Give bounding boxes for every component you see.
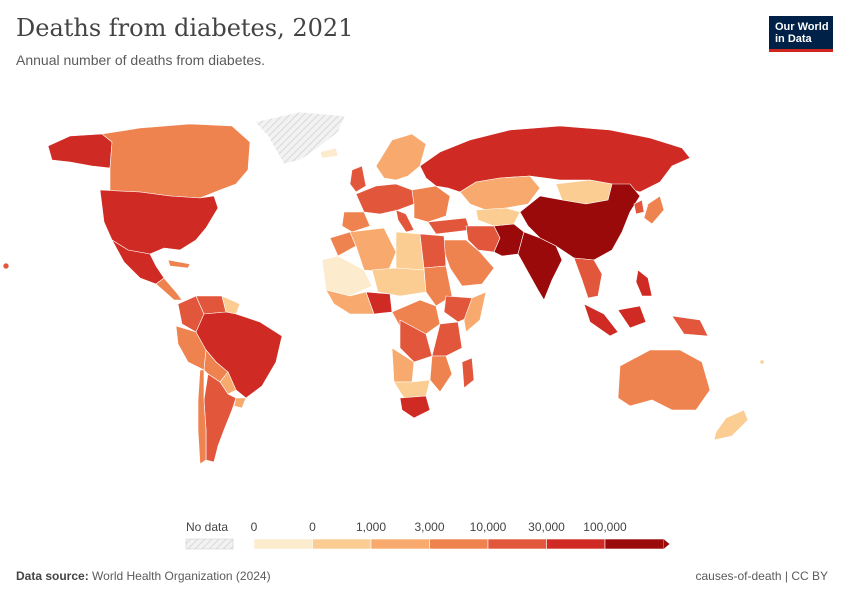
country-western-europe[interactable] xyxy=(355,183,415,215)
country-japan[interactable] xyxy=(643,195,665,225)
legend-swatch-4[interactable] xyxy=(487,538,547,550)
country-pakistan[interactable] xyxy=(493,223,525,257)
legend-no-data-swatch[interactable] xyxy=(185,538,234,550)
country-indonesia-east[interactable] xyxy=(617,305,647,329)
country-libya[interactable] xyxy=(395,231,425,271)
world-map[interactable] xyxy=(0,100,850,480)
country-uk[interactable] xyxy=(349,165,367,193)
owid-logo[interactable]: Our World in Data xyxy=(769,16,833,52)
country-sudan[interactable] xyxy=(423,265,453,307)
country-saudi-arabia[interactable] xyxy=(439,239,495,287)
legend-label-2: 1,000 xyxy=(356,520,386,534)
source-label: Data source: xyxy=(16,569,89,583)
country-russia[interactable] xyxy=(419,125,691,193)
country-southeast-asia[interactable] xyxy=(573,257,603,299)
legend-swatch-6[interactable] xyxy=(604,538,664,550)
country-kazakhstan[interactable] xyxy=(459,175,541,211)
country-turkey[interactable] xyxy=(427,217,471,235)
country-scandinavia[interactable] xyxy=(375,133,427,181)
country-east-africa[interactable] xyxy=(431,321,463,357)
legend-label-0: 0 xyxy=(251,520,258,534)
country-west-africa[interactable] xyxy=(325,289,375,315)
country-greenland[interactable] xyxy=(254,111,346,165)
country-uruguay[interactable] xyxy=(233,397,247,409)
legend-swatch-3[interactable] xyxy=(429,538,489,550)
country-pacific-islands[interactable] xyxy=(759,359,765,365)
country-mozambique[interactable] xyxy=(429,355,453,393)
country-drc[interactable] xyxy=(399,319,433,363)
country-central-america[interactable] xyxy=(155,277,183,301)
legend-label-6: 100,000 xyxy=(583,520,627,534)
country-alaska[interactable] xyxy=(47,133,113,169)
legend-bins: 0 0 1,000 3,000 10,000 30,000 100,000 xyxy=(251,520,670,550)
country-chad-niger[interactable] xyxy=(371,267,427,297)
data-source: Data source: World Health Organization (… xyxy=(16,569,271,583)
legend-swatch-2[interactable] xyxy=(370,538,430,550)
country-south-africa[interactable] xyxy=(399,395,431,419)
country-canada[interactable] xyxy=(101,123,251,199)
legend-swatch-5[interactable] xyxy=(546,538,606,550)
legend-label-1: 0 xyxy=(309,520,316,534)
chart-link[interactable]: causes-of-death | CC BY xyxy=(695,569,828,583)
logo-line-2: in Data xyxy=(775,33,812,45)
country-algeria[interactable] xyxy=(349,227,397,273)
country-new-zealand[interactable] xyxy=(713,409,749,441)
country-southern-africa[interactable] xyxy=(393,379,431,399)
country-chile[interactable] xyxy=(197,369,207,465)
logo-line-1: Our World xyxy=(775,21,829,33)
country-australia[interactable] xyxy=(617,349,711,411)
legend-no-data-label: No data xyxy=(186,520,228,534)
legend-arrow xyxy=(663,539,670,549)
chart-title: Deaths from diabetes, 2021 xyxy=(16,14,354,42)
legend-label-4: 10,000 xyxy=(470,520,507,534)
country-central-asia[interactable] xyxy=(475,207,521,227)
map-legend: No data 0 0 1,000 3,000 10,000 30,000 100,000 xyxy=(185,520,670,550)
country-cuba[interactable] xyxy=(167,259,191,269)
country-egypt[interactable] xyxy=(419,233,447,269)
country-italy[interactable] xyxy=(395,209,415,233)
chart-subtitle: Annual number of deaths from diabetes. xyxy=(16,52,266,68)
country-somalia[interactable] xyxy=(463,291,487,333)
legend-label-5: 30,000 xyxy=(528,520,565,534)
source-value[interactable]: World Health Organization (2024) xyxy=(92,569,271,583)
country-philippines[interactable] xyxy=(635,269,653,297)
country-india[interactable] xyxy=(517,231,563,301)
country-indonesia[interactable] xyxy=(583,303,619,337)
legend-swatch-1[interactable] xyxy=(312,538,372,550)
country-korea[interactable] xyxy=(633,199,645,215)
country-hawaii[interactable] xyxy=(2,262,10,270)
country-iceland[interactable] xyxy=(319,147,339,159)
country-iberia[interactable] xyxy=(341,211,371,233)
country-eastern-europe[interactable] xyxy=(411,185,451,223)
country-papua[interactable] xyxy=(671,315,709,337)
country-madagascar[interactable] xyxy=(461,357,475,389)
legend-label-3: 3,000 xyxy=(414,520,444,534)
legend-swatch-0[interactable] xyxy=(253,538,313,550)
